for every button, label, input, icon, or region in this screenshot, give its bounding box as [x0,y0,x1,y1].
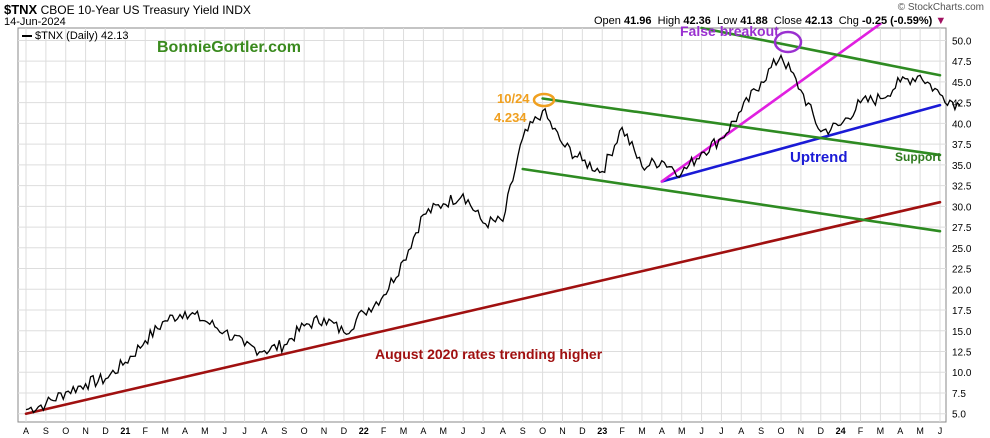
chart-date: 14-Jun-2024 [4,16,66,28]
x-tick-label: M [916,426,924,436]
y-tick-label: 40.0 [952,119,972,130]
x-tick-label: S [758,426,764,436]
x-tick-label: A [182,426,188,436]
y-tick-label: 42.5 [952,99,972,110]
x-tick-label: M [678,426,686,436]
ohlc-readout: Open 41.96 High 42.36 Low 41.88 Close 42… [594,15,947,27]
x-tick-label: M [638,426,646,436]
x-tick-label: A [261,426,267,436]
y-tick-label: 50.0 [952,36,972,47]
y-tick-label: 5.0 [952,410,966,421]
trendline [660,22,882,183]
support-label: Support [895,150,941,164]
x-tick-label: M [440,426,448,436]
legend-swatch [22,35,32,38]
x-tick-label: A [500,426,506,436]
x-tick-label: D [341,426,348,436]
plot-frame [17,27,947,423]
x-tick-label: S [520,426,526,436]
y-tick-label: 47.5 [952,57,972,68]
chart-title: $TNX CBOE 10-Year US Treasury Yield INDX [4,2,251,17]
y-tick-label: 15.0 [952,327,972,338]
price-line [25,53,961,414]
x-tick-label: J [938,426,943,436]
y-tick-label: 30.0 [952,202,972,213]
x-tick-label: A [420,426,426,436]
y-tick-label: 12.5 [952,347,972,358]
y-tick-label: 27.5 [952,223,972,234]
tick-labels: 5.0 7.5 10.0 12.5 15.0 17.5 20.0 22.5 25.0 27.5 30… [23,36,972,436]
longterm-trend-label: August 2020 rates trending higher [375,346,603,362]
stockcharts-credit: © StockCharts.com [897,2,984,13]
x-tick-label: J [719,426,724,436]
annotations: BonnieGortler.com 10/24 4.234 False breakou… [157,23,941,362]
x-tick-label: D [102,426,109,436]
x-tick-label: J [242,426,247,436]
y-tick-label: 35.0 [952,161,972,172]
y-tick-label: 25.0 [952,244,972,255]
trendline [700,26,942,77]
trendline [660,103,942,183]
y-tick-label: 22.5 [952,265,972,276]
symbol: $TNX [4,2,38,17]
x-tick-label: D [818,426,825,436]
x-tick-label: 23 [597,426,607,436]
x-tick-label: N [559,426,566,436]
x-tick-label: J [222,426,227,436]
x-tick-label: S [43,426,49,436]
x-tick-label: J [481,426,486,436]
y-tick-label: 32.5 [952,182,972,193]
x-tick-label: O [539,426,546,436]
legend-label: $TNX (Daily) 42.13 [35,30,129,42]
false-breakout-marker [773,30,803,54]
x-tick-label: M [877,426,885,436]
x-tick-label: F [858,426,864,436]
watermark-text: BonnieGortler.com [157,39,301,56]
x-tick-label: F [381,426,387,436]
x-tick-label: F [619,426,625,436]
y-tick-label: 20.0 [952,285,972,296]
trendline [541,97,942,157]
x-tick-label: F [142,426,148,436]
x-tick-label: A [897,426,903,436]
x-tick-label: A [23,426,29,436]
x-tick-label: M [400,426,408,436]
y-tick-label: 7.5 [952,389,966,400]
x-tick-label: A [659,426,665,436]
x-tick-label: J [699,426,704,436]
y-tick-label: 37.5 [952,140,972,151]
x-tick-label: O [301,426,308,436]
security-name: CBOE 10-Year US Treasury Yield INDX [40,3,251,17]
x-tick-label: J [461,426,466,436]
false-breakout-label: False breakout [680,23,779,39]
x-tick-label: O [778,426,785,436]
y-tick-label: 10.0 [952,368,972,379]
y-tick-label: 17.5 [952,306,972,317]
x-tick-label: 22 [359,426,369,436]
x-tick-label: M [161,426,169,436]
legend: $TNX (Daily) 42.13 [22,30,129,42]
x-tick-label: O [62,426,69,436]
trendline [521,167,942,233]
x-tick-label: N [798,426,805,436]
uptrend-label: Uptrend [790,149,848,166]
x-tick-label: M [201,426,209,436]
x-tick-label: N [82,426,89,436]
x-tick-label: 21 [120,426,130,436]
peak-marker [532,92,556,108]
peak-date-label: 10/24 [497,91,530,106]
x-tick-label: N [321,426,328,436]
x-tick-label: D [579,426,586,436]
trendline [24,200,942,416]
x-tick-label: S [281,426,287,436]
peak-value-label: 4.234 [494,110,527,125]
grid-lines [17,27,947,423]
x-tick-label: 24 [836,426,846,436]
x-tick-label: A [738,426,744,436]
trendlines [24,22,942,416]
y-tick-label: 45.0 [952,78,972,89]
